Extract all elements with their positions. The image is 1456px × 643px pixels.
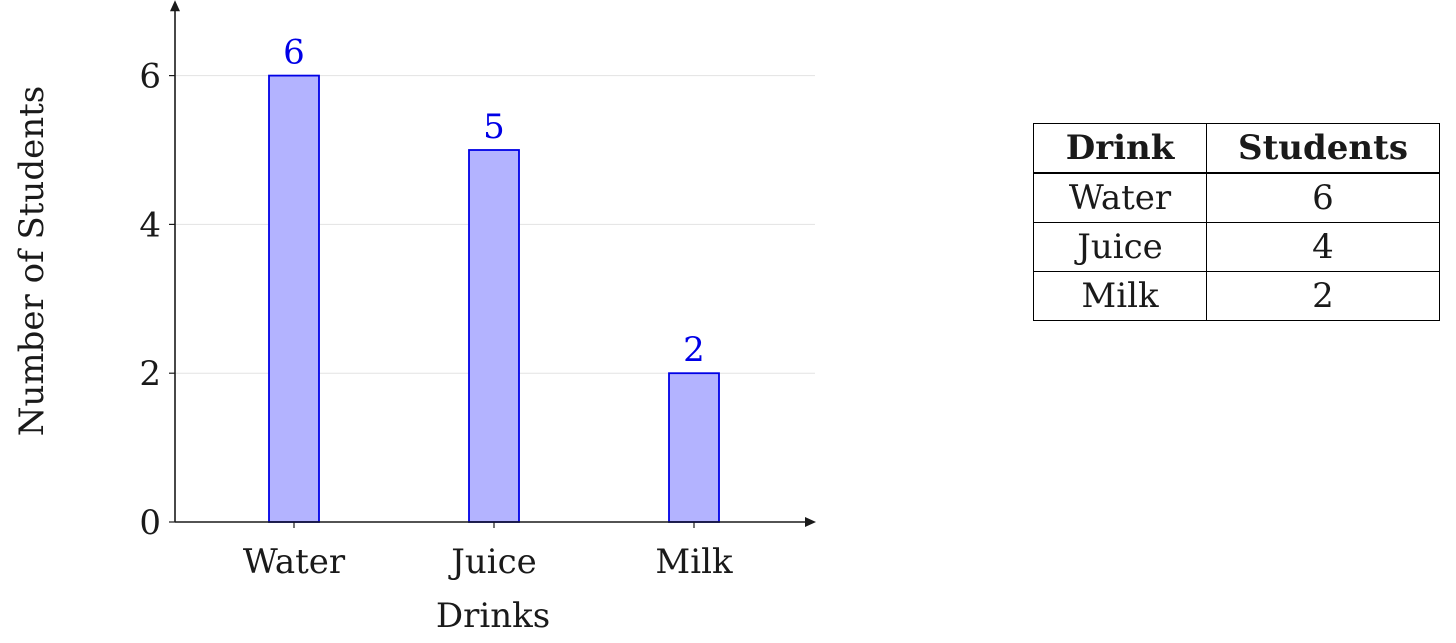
- cell-students: 4: [1206, 222, 1440, 272]
- bar-milk: [668, 372, 720, 523]
- cell-students: 2: [1206, 271, 1440, 321]
- table-row: Juice 4: [1033, 222, 1440, 272]
- cell-students: 6: [1206, 172, 1440, 223]
- tick-labels: 0 2 4 6 Water Juice Milk: [139, 57, 733, 582]
- y-tick-label: 2: [139, 354, 161, 394]
- x-tick-label: Milk: [655, 542, 733, 582]
- cell-drink: Water: [1033, 172, 1207, 223]
- y-tick-label: 6: [139, 57, 161, 97]
- table-row: Water 6: [1033, 172, 1440, 223]
- cell-drink: Milk: [1033, 271, 1207, 321]
- y-tick-label: 0: [139, 503, 161, 543]
- table-header-row: Drink Students: [1033, 123, 1440, 174]
- axes: [169, 0, 816, 528]
- x-tick-label: Juice: [448, 542, 537, 582]
- bar-water: [268, 74, 320, 523]
- drinks-table: Drink Students Water 6 Juice 4 Milk 2: [1033, 123, 1440, 321]
- data-label: 5: [483, 107, 505, 147]
- y-tick-label: 4: [139, 205, 161, 245]
- data-label: 6: [283, 33, 305, 73]
- x-tick-label: Water: [243, 542, 346, 582]
- table-row: Milk 2: [1033, 271, 1440, 321]
- data-labels: 6 5 2: [283, 33, 705, 371]
- cell-drink: Juice: [1033, 222, 1207, 272]
- bar-juice: [468, 149, 520, 523]
- header-students: Students: [1206, 123, 1440, 174]
- bar-chart: 0 2 4 6 Water Juice Milk 6 5 2 Drinks Number of …: [12, 0, 816, 636]
- y-axis-arrow: [170, 0, 180, 12]
- x-axis-title: Drinks: [436, 596, 550, 636]
- data-label: 2: [683, 330, 705, 370]
- header-drink: Drink: [1033, 123, 1207, 174]
- bars: [268, 74, 720, 523]
- x-axis-arrow: [805, 517, 816, 527]
- y-axis-title: Number of Students: [12, 86, 52, 436]
